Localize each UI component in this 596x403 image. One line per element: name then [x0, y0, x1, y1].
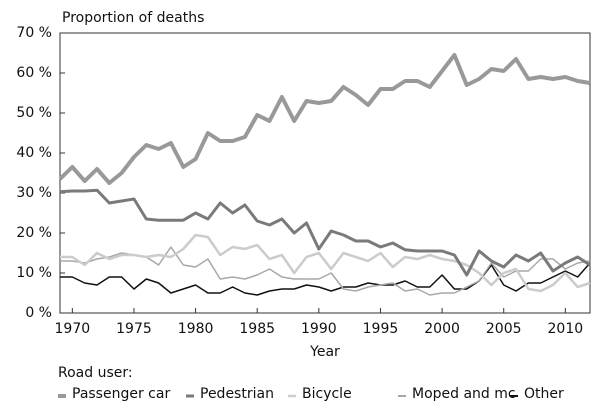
x-axis-title: Year	[309, 344, 340, 360]
x-tick-label: 2000	[424, 321, 460, 337]
x-tick-label: 1975	[116, 321, 152, 337]
plot-frame	[59, 32, 591, 314]
series-line	[60, 233, 591, 293]
series-line	[58, 53, 591, 185]
y-tick-label: 70 %	[16, 25, 52, 41]
series-line	[59, 188, 591, 277]
y-tick-label: 0 %	[25, 305, 52, 321]
y-tick-label: 60 %	[16, 65, 52, 81]
legend-label: Bicycle	[302, 386, 352, 402]
y-tick-label: 10 %	[16, 265, 52, 281]
series-line	[60, 262, 591, 296]
legend-label: Passenger car	[72, 386, 170, 402]
legend-label: Other	[524, 386, 564, 402]
x-tick-label: 2010	[548, 321, 584, 337]
x-tick-label: 1995	[363, 321, 399, 337]
y-tick-label: 50 %	[16, 105, 52, 121]
y-tick-label: 20 %	[16, 225, 52, 241]
legend-title: Road user:	[58, 365, 133, 381]
x-tick-label: 1980	[178, 321, 214, 337]
x-tick-label: 1990	[301, 321, 337, 337]
x-tick-label: 1970	[55, 321, 91, 337]
x-tick-label: 2005	[486, 321, 522, 337]
legend-label: Moped and mc	[412, 386, 516, 402]
x-tick-label: 1985	[239, 321, 275, 337]
y-tick-label: 30 %	[16, 185, 52, 201]
legend-label: Pedestrian	[200, 386, 274, 402]
y-tick-label: 40 %	[16, 145, 52, 161]
y-axis-title: Proportion of deaths	[62, 10, 204, 26]
